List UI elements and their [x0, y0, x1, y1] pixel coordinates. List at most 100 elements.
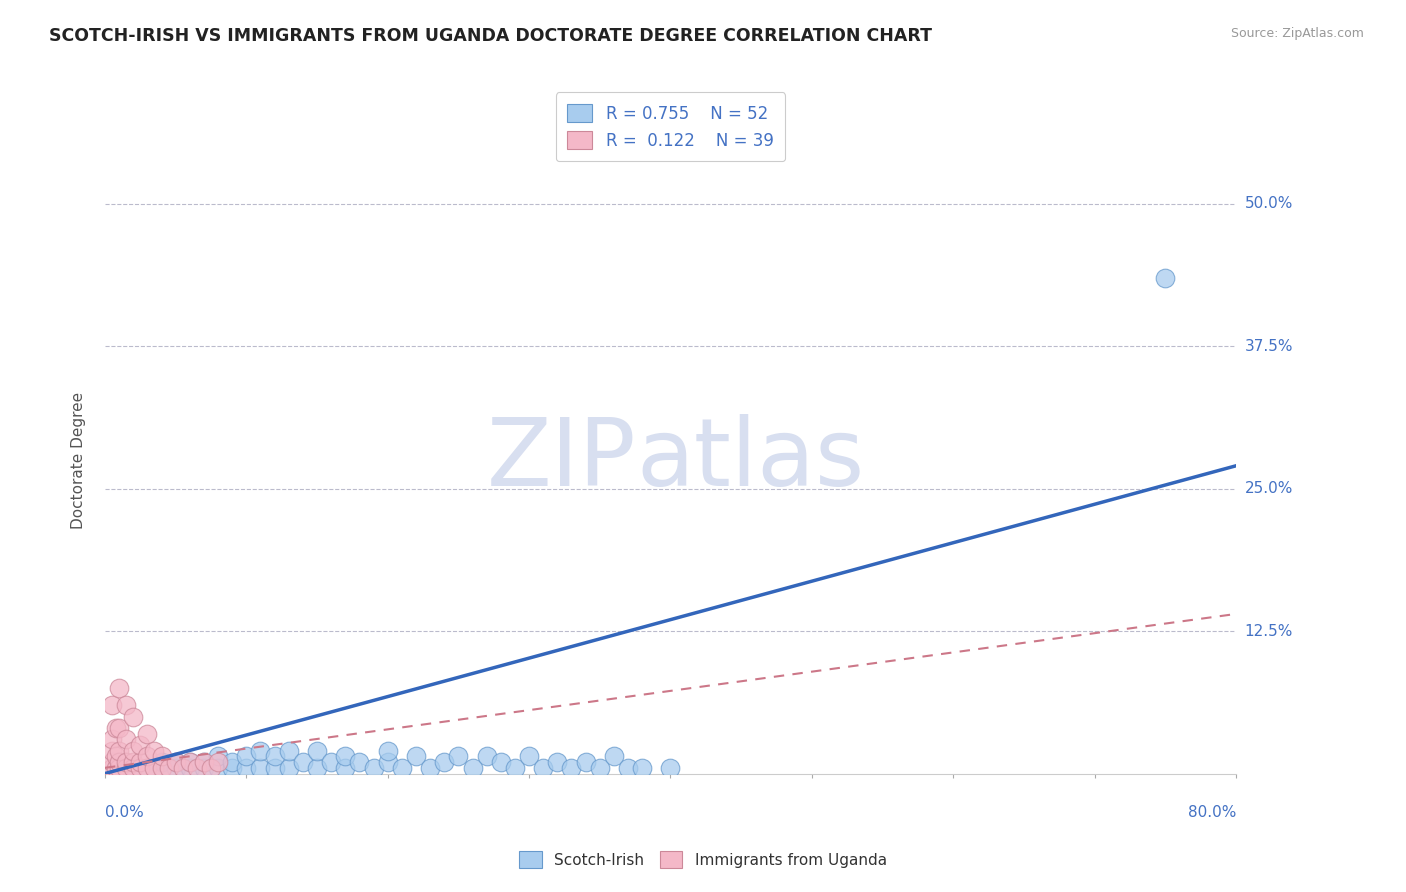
Point — [129, 738, 152, 752]
Point — [419, 761, 441, 775]
Point — [193, 755, 215, 769]
Point — [277, 761, 299, 775]
Point — [249, 761, 271, 775]
Point — [108, 721, 131, 735]
Point — [377, 744, 399, 758]
Point — [115, 761, 138, 775]
Y-axis label: Doctorate Degree: Doctorate Degree — [72, 392, 86, 529]
Point — [659, 761, 682, 775]
Point — [433, 755, 456, 769]
Point — [136, 761, 159, 775]
Text: ZIP: ZIP — [486, 414, 637, 506]
Point — [207, 761, 229, 775]
Point — [475, 749, 498, 764]
Point — [108, 744, 131, 758]
Text: 37.5%: 37.5% — [1244, 339, 1294, 353]
Point — [136, 761, 159, 775]
Point — [122, 755, 145, 769]
Point — [165, 755, 187, 769]
Point — [136, 726, 159, 740]
Point — [335, 749, 357, 764]
Point — [200, 761, 222, 775]
Point — [136, 749, 159, 764]
Point — [122, 709, 145, 723]
Point — [129, 755, 152, 769]
Legend: Scotch-Irish, Immigrants from Uganda: Scotch-Irish, Immigrants from Uganda — [512, 844, 894, 875]
Point — [129, 761, 152, 775]
Point — [115, 755, 138, 769]
Point — [150, 755, 173, 769]
Point — [377, 755, 399, 769]
Point — [179, 761, 201, 775]
Point — [575, 755, 598, 769]
Point — [560, 761, 582, 775]
Text: atlas: atlas — [637, 414, 865, 506]
Point — [172, 761, 194, 775]
Point — [108, 681, 131, 695]
Point — [305, 744, 328, 758]
Point — [105, 721, 128, 735]
Point — [122, 761, 145, 775]
Point — [235, 749, 257, 764]
Point — [263, 749, 285, 764]
Point — [101, 732, 124, 747]
Point — [207, 755, 229, 769]
Text: SCOTCH-IRISH VS IMMIGRANTS FROM UGANDA DOCTORATE DEGREE CORRELATION CHART: SCOTCH-IRISH VS IMMIGRANTS FROM UGANDA D… — [49, 27, 932, 45]
Point — [531, 761, 554, 775]
Point — [447, 749, 470, 764]
Point — [249, 744, 271, 758]
Point — [631, 761, 654, 775]
Point — [115, 698, 138, 713]
Point — [546, 755, 568, 769]
Point — [108, 755, 131, 769]
Point — [221, 761, 243, 775]
Point — [363, 761, 385, 775]
Point — [108, 761, 131, 775]
Point — [150, 761, 173, 775]
Point — [235, 761, 257, 775]
Point — [207, 749, 229, 764]
Point — [165, 761, 187, 775]
Point — [489, 755, 512, 769]
Point — [101, 744, 124, 758]
Point — [165, 755, 187, 769]
Point — [115, 732, 138, 747]
Text: 50.0%: 50.0% — [1244, 196, 1292, 211]
Point — [461, 761, 484, 775]
Point — [589, 761, 612, 775]
Point — [101, 761, 124, 775]
Point — [101, 755, 124, 769]
Point — [617, 761, 640, 775]
Point — [277, 744, 299, 758]
Point — [143, 761, 166, 775]
Point — [391, 761, 413, 775]
Point — [157, 761, 180, 775]
Point — [305, 761, 328, 775]
Point — [603, 749, 626, 764]
Legend: R = 0.755    N = 52, R =  0.122    N = 39: R = 0.755 N = 52, R = 0.122 N = 39 — [555, 93, 785, 161]
Point — [1154, 270, 1177, 285]
Text: 25.0%: 25.0% — [1244, 481, 1292, 496]
Text: 0.0%: 0.0% — [105, 805, 143, 821]
Point — [193, 761, 215, 775]
Point — [221, 755, 243, 769]
Point — [405, 749, 427, 764]
Point — [105, 761, 128, 775]
Point — [517, 749, 540, 764]
Point — [143, 744, 166, 758]
Text: Source: ZipAtlas.com: Source: ZipAtlas.com — [1230, 27, 1364, 40]
Point — [179, 755, 201, 769]
Point — [193, 755, 215, 769]
Point — [150, 749, 173, 764]
Point — [101, 698, 124, 713]
Point — [321, 755, 343, 769]
Point — [335, 761, 357, 775]
Point — [105, 749, 128, 764]
Point — [179, 755, 201, 769]
Point — [122, 744, 145, 758]
Point — [122, 761, 145, 775]
Point — [349, 755, 371, 769]
Point — [263, 761, 285, 775]
Text: 12.5%: 12.5% — [1244, 624, 1292, 639]
Point — [186, 761, 208, 775]
